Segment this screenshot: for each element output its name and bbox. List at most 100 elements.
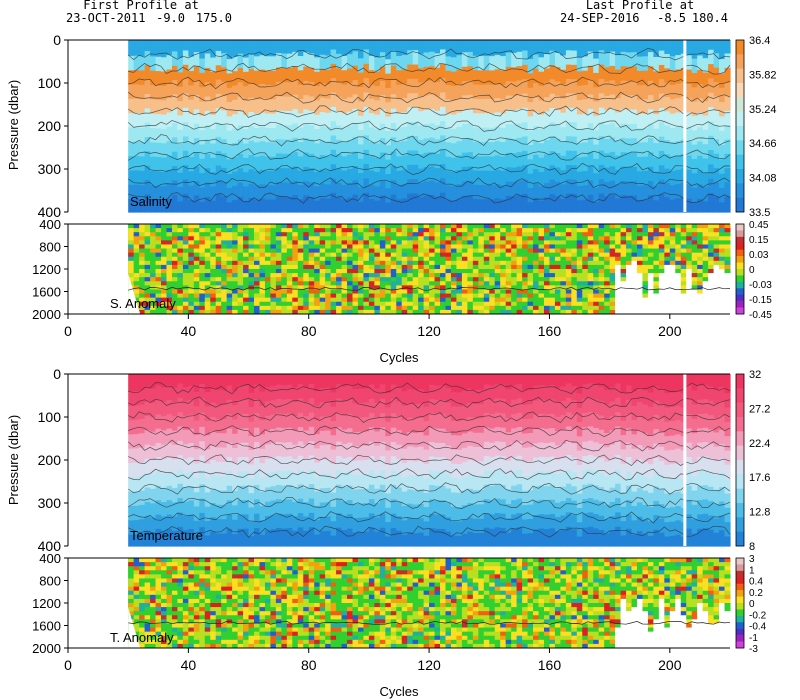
salinity-cell <box>467 94 474 110</box>
salinity-cell <box>440 192 447 213</box>
salinity-cell <box>188 156 195 172</box>
salinity-cell <box>527 59 534 74</box>
salinity-cell <box>275 110 282 126</box>
salinity-cell <box>658 64 665 80</box>
anomaly-cell <box>691 281 698 286</box>
anomaly-cell <box>626 293 633 299</box>
salinity-cell <box>352 51 359 67</box>
anomaly-cell <box>647 228 654 233</box>
salinity-cell <box>461 40 468 54</box>
salinity-cell <box>543 154 551 170</box>
temperature-cell <box>155 385 162 401</box>
anomaly-cell <box>461 273 468 278</box>
salinity-cell <box>237 197 244 213</box>
anomaly-cell <box>330 248 337 254</box>
anomaly-cell <box>270 252 277 258</box>
anomaly-cell <box>636 293 643 299</box>
temperature-cell <box>226 385 233 401</box>
anomaly-cell <box>347 240 353 245</box>
anomaly-cell <box>210 244 217 250</box>
salinity-cell <box>232 171 239 187</box>
salinity-cell <box>368 141 375 157</box>
anomaly-cell <box>680 273 687 278</box>
anomaly-cell <box>538 248 545 254</box>
temperature-cell <box>215 404 222 420</box>
temperature-cell <box>401 463 408 478</box>
temperature-cell <box>368 413 375 428</box>
temperature-cell <box>412 475 419 491</box>
salinity-cell <box>379 95 386 111</box>
salinity-cell <box>133 69 140 85</box>
salinity-cell <box>423 181 430 197</box>
anomaly-cell <box>270 232 277 237</box>
temperature-cell <box>472 418 479 434</box>
salinity-cell <box>445 99 452 115</box>
salinity-cell <box>133 170 140 186</box>
anomaly-cell <box>215 281 222 286</box>
anomaly-cell <box>193 232 200 237</box>
anomaly-cell <box>325 224 332 229</box>
anomaly-cell <box>215 301 222 307</box>
temperature-cell <box>472 533 479 547</box>
anomaly-cell <box>675 228 682 233</box>
temperature-cell <box>357 431 365 447</box>
salinity-cell <box>467 123 474 139</box>
anomaly-cell <box>483 252 490 258</box>
anomaly-cell <box>237 297 244 303</box>
anomaly-cell <box>587 260 594 266</box>
salinity-cell <box>297 40 304 57</box>
anomaly-cell <box>686 273 693 278</box>
anomaly-cell <box>144 232 151 237</box>
salinity-cell <box>319 126 326 142</box>
temperature-cell <box>193 520 200 536</box>
salinity-cell <box>215 194 222 213</box>
anomaly-cell <box>254 236 260 241</box>
salinity-cell <box>511 167 518 183</box>
anomaly-cell <box>483 228 490 233</box>
anomaly-cell <box>533 301 540 307</box>
anomaly-cell <box>647 285 654 290</box>
anomaly-cell <box>669 269 676 274</box>
temperature-cell <box>139 461 146 477</box>
anomaly-cell <box>647 281 654 286</box>
salinity-cell <box>286 96 293 112</box>
temperature-cell <box>325 416 332 432</box>
salinity-cell <box>664 125 671 141</box>
salinity-cell <box>702 172 709 188</box>
temperature-cell <box>522 419 529 435</box>
temperature-cell <box>347 399 354 415</box>
anomaly-cell <box>226 260 233 266</box>
salinity-cell <box>434 67 441 83</box>
temperature-cell <box>576 493 583 509</box>
anomaly-cell <box>609 305 616 311</box>
salinity-cell <box>691 173 698 189</box>
salinity-cell <box>418 68 425 84</box>
anomaly-cell <box>456 252 463 258</box>
salinity-cell <box>292 180 299 196</box>
salinity-cell <box>522 179 529 195</box>
temperature-cell <box>456 449 463 465</box>
anomaly-cell <box>642 285 649 290</box>
salinity-cell <box>232 142 239 158</box>
anomaly-cell <box>429 244 436 250</box>
anomaly-cell <box>626 289 633 295</box>
anomaly-cell <box>724 297 731 303</box>
salinity-cell <box>254 185 261 201</box>
anomaly-cell <box>270 293 277 299</box>
anomaly-cell <box>407 256 414 262</box>
salinity-cell <box>243 172 250 188</box>
anomaly-cell <box>615 264 622 270</box>
salinity-cell <box>407 64 414 80</box>
anomaly-cell <box>582 252 589 258</box>
anomaly-cell <box>182 309 189 315</box>
salinity-cell <box>161 128 168 144</box>
anomaly-cell <box>609 289 616 295</box>
temperature-cell <box>636 531 644 547</box>
salinity-cell <box>193 123 200 139</box>
anomaly-cell <box>199 305 206 311</box>
anomaly-cell <box>631 309 638 315</box>
anomaly-cell <box>166 281 173 286</box>
salinity-cell <box>708 121 715 137</box>
anomaly-cell <box>511 260 518 266</box>
salinity-cell <box>511 196 518 213</box>
